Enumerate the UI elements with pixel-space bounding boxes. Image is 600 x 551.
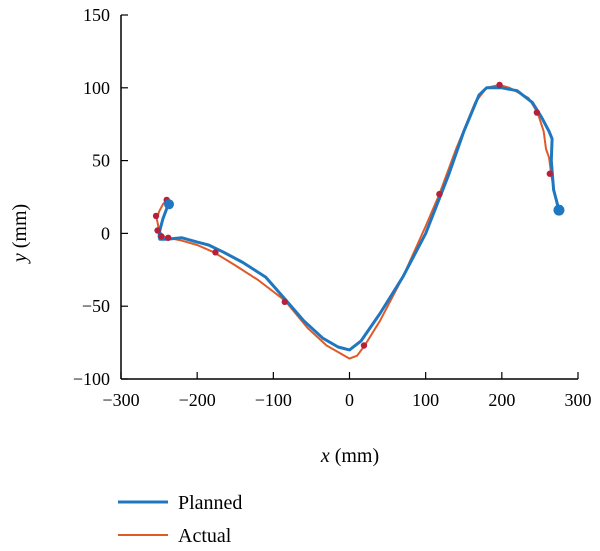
actual-marker <box>281 298 288 306</box>
y-axis-var: y <box>9 253 31 264</box>
actual-marker <box>165 234 172 241</box>
x-tick-label: 0 <box>345 390 354 410</box>
actual-marker <box>496 81 503 89</box>
x-tick-label: 200 <box>488 390 515 410</box>
legend-label-actual: Actual <box>178 525 232 547</box>
actual-marker <box>436 190 443 198</box>
legend: Planned Actual <box>118 492 242 547</box>
y-axis-title: y (mm) <box>9 204 31 264</box>
actual-marker <box>212 249 219 256</box>
x-axis-title: x (mm) <box>320 445 379 467</box>
actual-marker <box>152 212 160 220</box>
y-tick-label: 150 <box>83 5 110 25</box>
plot-area <box>152 81 565 360</box>
actual-marker <box>546 170 554 177</box>
y-tick-label: −100 <box>73 369 110 389</box>
x-axis-unit: (mm) <box>335 445 379 467</box>
x-tick-label: −300 <box>102 390 139 410</box>
y-ticks: −100 −50 0 50 100 150 <box>73 5 128 389</box>
x-tick-label: 300 <box>565 390 592 410</box>
series-line-planned <box>157 86 561 352</box>
actual-marker <box>360 342 368 349</box>
y-tick-label: 100 <box>83 78 110 98</box>
y-tick-label: 0 <box>101 223 110 243</box>
x-ticks: −300 −200 −100 0 100 200 300 <box>102 372 592 410</box>
actual-marker <box>158 233 165 240</box>
y-axis-unit: (mm) <box>9 204 31 248</box>
series-line-actual <box>155 83 559 360</box>
y-tick-label: −50 <box>82 296 110 316</box>
legend-label-planned: Planned <box>178 492 242 514</box>
planned-start-point <box>163 199 174 210</box>
x-tick-label: 100 <box>412 390 439 410</box>
planned-end-point <box>553 204 565 216</box>
x-tick-label: −100 <box>255 390 292 410</box>
actual-marker <box>533 109 541 116</box>
axes: −300 −200 −100 0 100 200 300 −100 −50 0 50 100 150 <box>73 5 592 410</box>
y-tick-label: 50 <box>92 151 110 171</box>
x-tick-label: −200 <box>179 390 216 410</box>
x-axis-var: x <box>320 445 330 467</box>
actual-marker <box>154 227 161 234</box>
